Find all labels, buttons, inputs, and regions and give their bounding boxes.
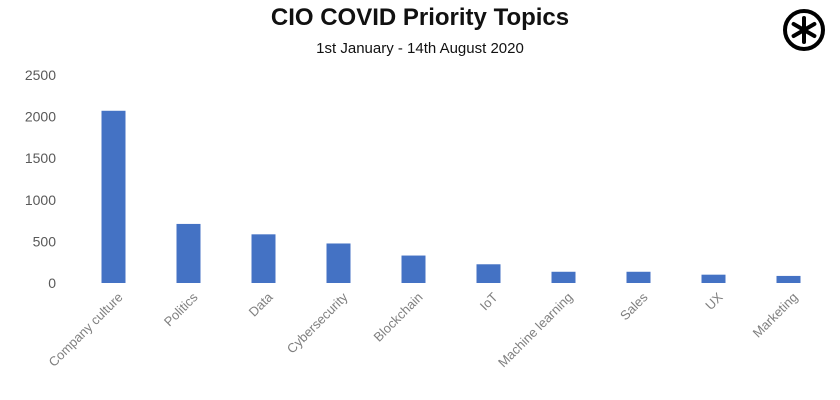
x-tick-label: UX (702, 289, 726, 313)
bar (701, 274, 726, 283)
bar (251, 234, 276, 283)
x-tick-label: Blockchain (371, 290, 426, 345)
asterisk-circle-logo-icon (783, 9, 825, 51)
x-tick-label: Machine learning (495, 290, 576, 371)
y-tick-label: 0 (48, 275, 56, 291)
y-tick-label: 1500 (25, 150, 56, 166)
y-tick-label: 1000 (25, 192, 56, 208)
chart-title: CIO COVID Priority Topics (270, 4, 570, 31)
x-axis-labels: Company culture Politics Data Cybersecurity… (46, 289, 801, 370)
bar (551, 271, 576, 283)
bar (401, 255, 426, 283)
bar (476, 264, 501, 283)
bar (626, 271, 651, 283)
x-tick-label: Sales (617, 289, 651, 323)
y-tick-label: 500 (33, 233, 57, 249)
bar (776, 275, 801, 283)
bars (101, 110, 801, 283)
bar (176, 223, 201, 283)
chart-subtitle: 1st January - 14th August 2020 (316, 40, 524, 57)
y-tick-label: 2000 (25, 109, 56, 125)
x-tick-label: Cybersecurity (284, 289, 351, 356)
bar (326, 243, 351, 283)
x-tick-label: Marketing (750, 290, 801, 341)
x-tick-label: IoT (477, 289, 501, 313)
y-tick-label: 2500 (25, 67, 56, 83)
x-tick-label: Data (246, 289, 277, 320)
y-axis-ticks: 0 500 1000 1500 2000 2500 (25, 67, 56, 291)
bar (101, 110, 126, 283)
x-tick-label: Politics (161, 289, 201, 329)
x-tick-label: Company culture (46, 290, 126, 370)
